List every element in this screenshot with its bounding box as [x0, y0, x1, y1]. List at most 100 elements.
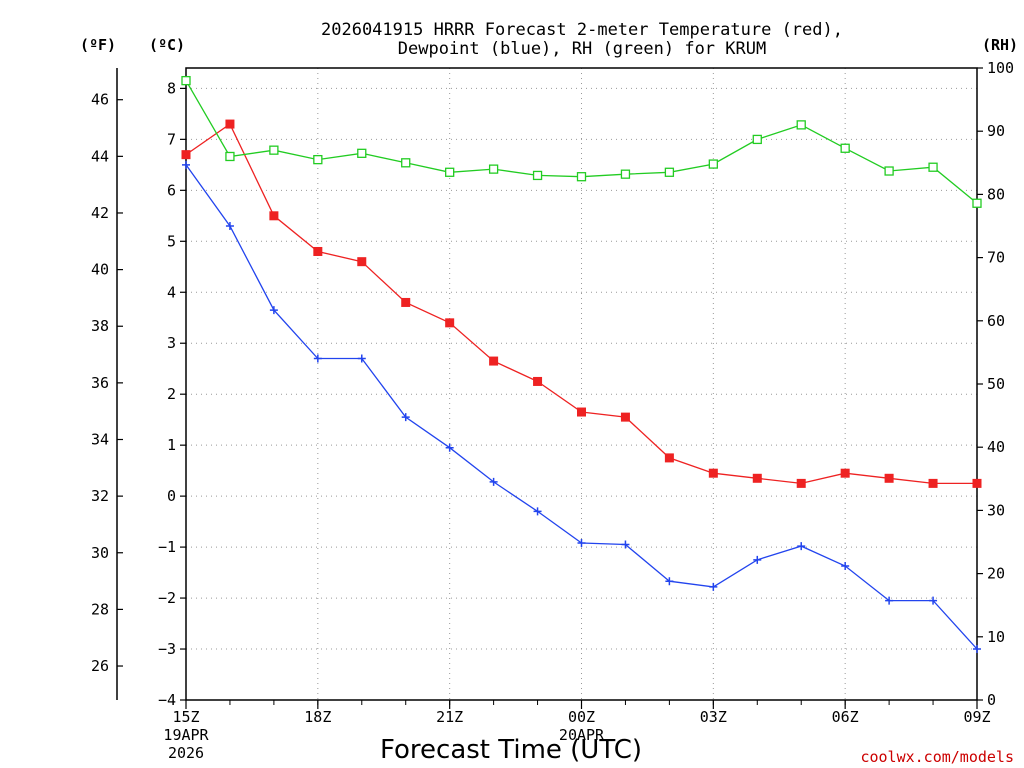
temperature-point: [708, 468, 718, 478]
dewpoint-line: [185, 164, 978, 650]
x-tick-label: 21Z: [436, 708, 463, 726]
rh-point: [488, 164, 499, 174]
dewpoint-point: [313, 354, 322, 363]
dewpoint-point: [885, 596, 894, 605]
fahrenheit-tick-label: 32: [91, 487, 109, 505]
rh-tick-label: 20: [987, 565, 1005, 583]
rh-point: [181, 75, 191, 86]
x-tick-label: 00Z: [568, 708, 595, 726]
temperature-point: [796, 478, 806, 488]
temperature-point: [840, 468, 850, 478]
x-tick-year-label: 2026: [168, 744, 204, 762]
dewpoint-point: [533, 507, 542, 516]
celsius-tick-label: 4: [167, 283, 176, 301]
rh-point: [445, 167, 455, 177]
data-series: [181, 75, 982, 654]
dewpoint-point: [929, 596, 938, 605]
dewpoint-point: [797, 542, 806, 551]
chart-title-line2: Dewpoint (blue), RH (green) for KRUM: [398, 39, 766, 59]
fahrenheit-tick-label: 26: [91, 657, 109, 675]
chart-title-line1: 2026041915 HRRR Forecast 2-meter Tempera…: [321, 20, 843, 40]
dewpoint-point: [709, 582, 718, 591]
rh-point: [357, 148, 367, 158]
celsius-tick-label: 1: [167, 436, 176, 454]
celsius-tick-label: −2: [158, 589, 176, 607]
fahrenheit-tick-label: 40: [91, 261, 109, 279]
rh-point: [752, 134, 762, 145]
fahrenheit-tick-label: 28: [91, 600, 109, 618]
temperature-point: [357, 257, 367, 267]
dewpoint-point: [357, 354, 366, 363]
x-axis-title: Forecast Time (UTC): [380, 735, 642, 765]
rh-tick-label: 30: [987, 501, 1005, 519]
x-tick-label: 09Z: [963, 708, 990, 726]
x-tick-label: 18Z: [304, 708, 331, 726]
fahrenheit-tick-label: 44: [91, 147, 109, 165]
dewpoint-point: [489, 477, 498, 486]
rh-point: [884, 166, 894, 176]
temperature-point: [401, 297, 411, 307]
fahrenheit-tick-label: 46: [91, 91, 109, 109]
dewpoint-point: [269, 306, 278, 315]
rh-point: [708, 159, 718, 169]
temperature-point: [445, 318, 455, 328]
celsius-tick-label: 6: [167, 181, 176, 199]
temperature-point: [972, 478, 982, 488]
rh-tick-label: 60: [987, 312, 1005, 330]
celsius-tick-label: −4: [158, 691, 176, 709]
dewpoint-point: [182, 160, 190, 169]
rh-tick-label: 0: [987, 691, 996, 709]
dewpoint-point: [401, 413, 410, 422]
celsius-tick-label: 0: [167, 487, 176, 505]
rh-tick-label: 100: [987, 59, 1014, 77]
temperature-point: [664, 453, 674, 463]
rh-point: [620, 169, 631, 179]
x-tick-label: 15Z: [172, 708, 199, 726]
temperature-point: [620, 412, 630, 422]
dewpoint-point: [753, 555, 762, 564]
rh-point: [576, 172, 587, 182]
dewpoint-point: [577, 539, 586, 548]
rh-point: [269, 145, 279, 155]
rh-tick-label: 80: [987, 185, 1005, 203]
rh-point: [928, 162, 938, 172]
celsius-tick-label: 8: [167, 79, 176, 97]
x-tick-label: 03Z: [700, 708, 727, 726]
rh-point: [664, 167, 675, 177]
celsius-tick-label: 3: [167, 334, 176, 352]
temperature-point: [269, 211, 279, 221]
temperature-point: [577, 407, 586, 417]
fahrenheit-tick-label: 30: [91, 544, 109, 562]
temperature-point: [489, 356, 499, 366]
x-tick-label: 06Z: [832, 708, 859, 726]
credit-text: coolwx.com/models: [860, 748, 1014, 766]
fahrenheit-tick-label: 42: [91, 204, 109, 222]
temperature-point: [181, 150, 191, 160]
gridlines: [186, 68, 977, 700]
celsius-tick-label: 7: [167, 130, 176, 148]
rh-point: [532, 170, 543, 181]
fahrenheit-tick-label: 36: [91, 374, 109, 392]
rh-tick-label: 10: [987, 628, 1005, 646]
fahrenheit-unit-label: (ºF): [80, 36, 116, 54]
dewpoint-point: [445, 443, 454, 452]
rh-point: [840, 143, 850, 153]
dewpoint-point: [973, 645, 981, 654]
fahrenheit-tick-label: 38: [91, 317, 109, 335]
celsius-tick-label: −1: [158, 538, 176, 556]
temperature-point: [225, 119, 235, 129]
temperature-point: [313, 246, 323, 256]
rh-point: [313, 154, 323, 165]
rh-point: [796, 120, 806, 130]
rh-tick-label: 50: [987, 375, 1005, 393]
temperature-point: [533, 376, 543, 386]
x-tick-date-label: 19APR: [163, 726, 209, 744]
rh-tick-label: 70: [987, 249, 1005, 267]
dewpoint-point: [621, 540, 630, 549]
temperature-point: [884, 473, 894, 483]
rh-tick-label: 40: [987, 438, 1005, 456]
axes: −4−3−2−101234567826283032343638404244460…: [91, 59, 1014, 762]
rh-point: [972, 198, 982, 208]
celsius-tick-label: 2: [167, 385, 176, 403]
